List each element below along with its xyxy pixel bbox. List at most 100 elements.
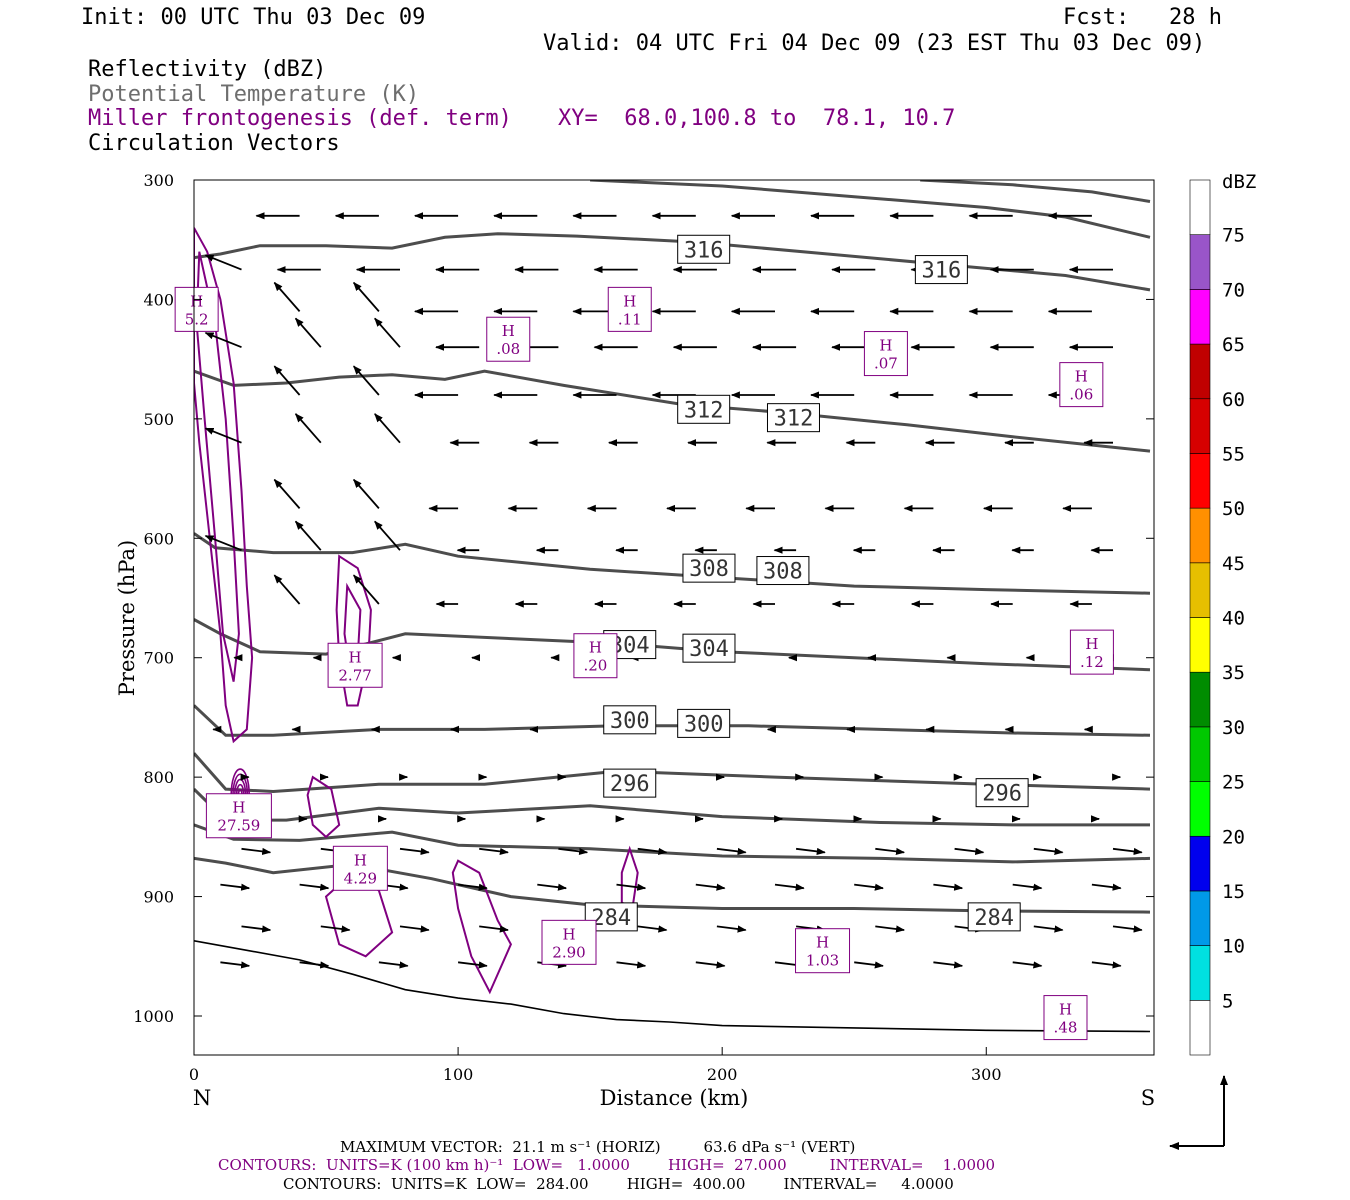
theta-label-box <box>677 708 731 738</box>
frontogenesis-max-label: H <box>1075 368 1088 386</box>
theta-label: 284 <box>967 902 1021 932</box>
colorbar-segment <box>1189 617 1211 673</box>
frontogenesis-max: H.48 <box>1043 995 1088 1041</box>
colorbar-tick-label: 35 <box>1222 662 1245 684</box>
circulation-vector <box>399 925 430 933</box>
circulation-vector <box>204 427 242 444</box>
frontogenesis-max-label: H <box>349 648 362 666</box>
frontogenesis-max-box <box>1043 995 1088 1041</box>
theta-label: 312 <box>766 403 820 433</box>
colorbar-segment <box>1189 835 1211 892</box>
colorbar-segment <box>1189 453 1211 509</box>
theta-label-text: 316 <box>921 259 961 284</box>
forecast-hour: Fcst: 28 h <box>1063 5 1222 30</box>
circulation-vector <box>854 883 884 891</box>
frontogenesis-max-box <box>573 633 618 679</box>
theta-label-box <box>766 403 820 433</box>
colorbar-tick-label: 20 <box>1222 826 1245 848</box>
frontogenesis-max-value: 5.2 <box>185 310 209 328</box>
frontogenesis-max-value: 4.29 <box>344 869 377 887</box>
y-tick-label: 900 <box>143 888 174 907</box>
circulation-vector <box>241 925 272 933</box>
frontogenesis-max-box <box>1059 362 1104 408</box>
colorbar-segment <box>1189 507 1211 564</box>
circulation-vector <box>558 847 589 855</box>
circulation-vector <box>616 883 647 891</box>
circulation-vector <box>273 281 301 312</box>
field-potential-temperature: Potential Temperature (K) <box>88 82 420 107</box>
circulation-vector <box>637 925 668 933</box>
circulation-vector <box>353 365 380 396</box>
circulation-vector <box>399 847 430 855</box>
circulation-vector <box>1091 961 1122 969</box>
colorbar-segment <box>1189 289 1211 345</box>
frontogenesis-max: H4.29 <box>332 845 388 891</box>
circulation-vector <box>204 254 242 271</box>
frontogenesis-max-box <box>607 286 652 332</box>
frontogenesis-max-label: H <box>1085 635 1098 653</box>
end-label-north: N <box>193 1086 211 1110</box>
circulation-vector <box>204 331 242 349</box>
circulation-vector <box>716 847 747 855</box>
circulation-vector <box>299 961 330 969</box>
frontogenesis-max-box <box>541 919 597 965</box>
y-tick-label: 600 <box>143 529 174 548</box>
frontogenesis-max: H.06 <box>1059 362 1104 408</box>
circulation-vector <box>795 847 826 855</box>
frontogenesis-max-box <box>327 642 383 688</box>
frontogenesis-max: H.07 <box>863 331 908 377</box>
frontogenesis-max: H1.03 <box>795 928 851 974</box>
circulation-vector <box>1033 847 1064 855</box>
circulation-vector <box>320 925 351 933</box>
theta-label: 300 <box>603 705 657 735</box>
theta-label-box <box>682 553 736 583</box>
colorbar-segment <box>1189 671 1211 728</box>
colorbar-segment <box>1189 781 1211 837</box>
frontogenesis-max: H.08 <box>486 316 531 362</box>
theta-contour-316 <box>194 232 1151 292</box>
frontogenesis-max: H.11 <box>607 286 652 332</box>
frontogenesis-max-value: .11 <box>618 310 642 328</box>
field-circulation-vectors: Circulation Vectors <box>88 131 340 156</box>
theta-label-box <box>677 234 731 264</box>
theta-label: 304 <box>682 633 736 663</box>
frontogenesis-max-box <box>174 286 219 332</box>
theta-label-box <box>975 778 1029 808</box>
frontogenesis-max-label: H <box>502 322 515 340</box>
colorbar-tick-label: 5 <box>1222 990 1233 1012</box>
theta-label: 300 <box>677 708 731 738</box>
circulation-vector <box>220 883 251 891</box>
frontogenesis-max-box <box>795 928 851 974</box>
y-tick-label: 300 <box>143 171 174 190</box>
theta-label-text: 308 <box>763 560 803 585</box>
theta-label-text: 312 <box>774 407 814 432</box>
circulation-vector <box>479 847 509 855</box>
theta-label: 308 <box>682 553 736 583</box>
x-tick-label: 0 <box>189 1065 199 1084</box>
circulation-vector <box>716 925 747 933</box>
colorbar-tick-label: 55 <box>1222 443 1245 465</box>
theta-label-text: 296 <box>982 782 1022 807</box>
theta-label-box <box>914 255 968 285</box>
circulation-vector <box>954 847 985 855</box>
theta-label-text: 308 <box>689 557 729 582</box>
theta-label: 296 <box>603 768 657 798</box>
theta-contour-284 <box>194 856 1151 914</box>
colorbar-tick-label: 25 <box>1222 772 1245 794</box>
field-reflectivity: Reflectivity (dBZ) <box>88 57 327 82</box>
theta-label: 316 <box>677 234 731 264</box>
circulation-vector <box>479 925 509 933</box>
theta-label-text: 284 <box>591 906 631 931</box>
theta-label-text: 300 <box>684 712 724 737</box>
frontogenesis-max-value: 27.59 <box>217 817 260 835</box>
colorbar-segment <box>1189 343 1211 400</box>
colorbar-tick-label: 75 <box>1222 225 1245 247</box>
theta-label: 316 <box>914 255 968 285</box>
circulation-vector <box>774 883 805 891</box>
circulation-vector <box>1012 883 1043 891</box>
circulation-vector <box>457 883 488 891</box>
theta-label-box <box>677 394 731 424</box>
theta-label-box <box>756 556 810 586</box>
circulation-vector <box>933 961 964 969</box>
x-tick-label: 100 <box>443 1065 474 1084</box>
